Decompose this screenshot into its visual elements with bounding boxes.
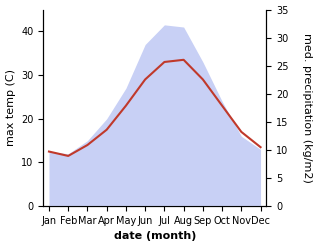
Y-axis label: med. precipitation (kg/m2): med. precipitation (kg/m2) (302, 33, 313, 183)
X-axis label: date (month): date (month) (114, 231, 196, 242)
Y-axis label: max temp (C): max temp (C) (5, 69, 16, 146)
